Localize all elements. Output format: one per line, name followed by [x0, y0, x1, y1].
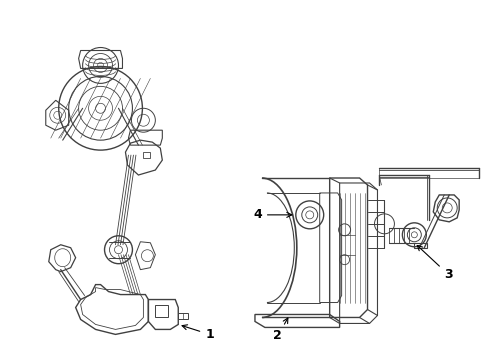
Text: 3: 3: [417, 246, 453, 281]
Text: 4: 4: [253, 208, 292, 221]
Text: 1: 1: [182, 325, 214, 341]
Text: 2: 2: [273, 318, 288, 342]
